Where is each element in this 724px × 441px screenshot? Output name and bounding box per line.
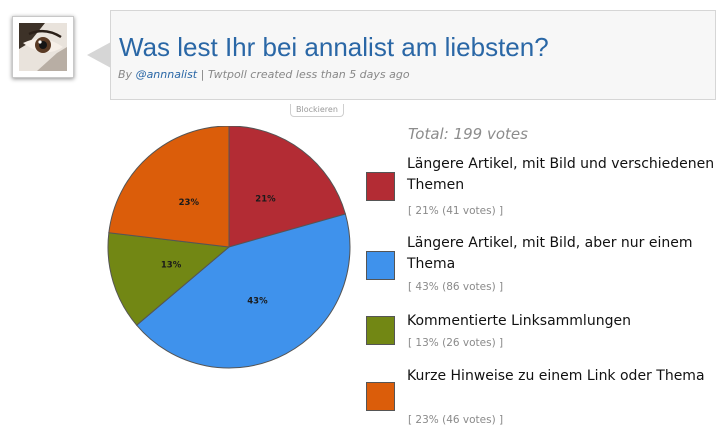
option-label-1: Längere Artikel, mit Bild und verschiede… <box>407 156 715 193</box>
legend-swatch-2 <box>366 251 395 280</box>
pie-slice-1[interactable] <box>228 126 347 248</box>
poll-option-2[interactable]: Längere Artikel, mit Bild, aber nur eine… <box>366 233 722 295</box>
user-avatar[interactable] <box>12 16 74 78</box>
byline-suffix: | Twtpoll created less than 5 days ago <box>197 68 410 81</box>
option-label-4: Kurze Hinweise zu einem Link oder Thema <box>407 368 705 384</box>
pie-slice-label-4: 23% <box>179 198 200 208</box>
pie-slice-label-2: 43% <box>247 296 268 306</box>
legend-swatch-4 <box>366 382 395 411</box>
speech-bubble-pointer <box>87 42 111 68</box>
option-stats-4: [ 23% (46 votes) ] <box>408 414 504 426</box>
byline-prefix: By <box>118 68 136 81</box>
legend-swatch-3 <box>366 316 395 345</box>
avatar-eye-image <box>19 23 67 71</box>
option-label-2: Längere Artikel, mit Bild, aber nur eine… <box>407 235 693 272</box>
option-stats-2: [ 43% (86 votes) ] <box>408 281 504 293</box>
poll-byline: By @annnalist | Twtpoll created less tha… <box>118 68 410 81</box>
pie-slice-label-1: 21% <box>255 195 276 205</box>
poll-option-4[interactable]: Kurze Hinweise zu einem Link oder Thema … <box>366 366 722 428</box>
poll-header: Was lest Ihr bei annalist am liebsten? B… <box>110 10 716 100</box>
total-votes: Total: 199 votes <box>408 125 528 143</box>
pie-slice-4[interactable] <box>108 126 230 248</box>
author-link[interactable]: @annnalist <box>135 68 198 81</box>
pie-chart: 21% 43% 13% 23% <box>107 126 351 369</box>
pie-slice-2[interactable] <box>135 213 351 369</box>
poll-title: Was lest Ihr bei annalist am liebsten? <box>119 32 549 62</box>
poll-option-1[interactable]: Längere Artikel, mit Bild und verschiede… <box>366 154 722 217</box>
option-label-3: Kommentierte Linksammlungen <box>407 313 631 329</box>
poll-option-3[interactable]: Kommentierte Linksammlungen [ 13% (26 vo… <box>366 311 722 373</box>
option-stats-3: [ 13% (26 votes) ] <box>408 337 504 349</box>
pie-slice-label-3: 13% <box>161 260 182 270</box>
block-button[interactable]: Blockieren <box>290 104 344 117</box>
legend-swatch-1 <box>366 172 395 201</box>
pie-slice-3[interactable] <box>107 232 231 326</box>
option-stats-1: [ 21% (41 votes) ] <box>408 205 504 217</box>
